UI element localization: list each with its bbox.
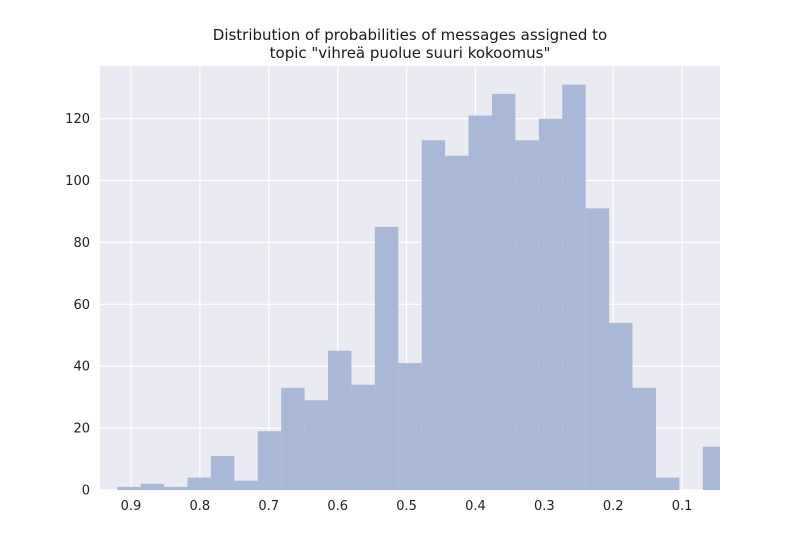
histogram-bar <box>257 431 282 490</box>
y-tick-label: 20 <box>73 422 90 437</box>
y-tick-label: 40 <box>73 360 90 375</box>
y-tick-label: 60 <box>73 298 90 313</box>
chart-title-line-1: Distribution of probabilities of message… <box>213 26 607 44</box>
histogram-bar <box>304 400 329 490</box>
histogram-bar <box>187 477 211 490</box>
histogram-bar <box>398 363 422 490</box>
x-tick-label: 0.9 <box>121 499 142 514</box>
y-tick-label: 0 <box>82 484 90 499</box>
histogram-bar <box>140 483 165 490</box>
y-tick-label: 80 <box>73 236 90 251</box>
histogram-bar <box>117 486 141 490</box>
y-tick-label: 120 <box>65 112 90 127</box>
x-tick-label: 0.7 <box>258 499 279 514</box>
histogram-bar <box>281 387 305 490</box>
histogram-bar <box>702 446 720 490</box>
histogram-bar <box>234 480 258 490</box>
histogram-bar <box>328 350 352 490</box>
histogram-bar <box>632 387 656 490</box>
x-tick-label: 0.5 <box>396 499 417 514</box>
histogram-bar <box>210 455 235 490</box>
x-tick-label: 0.2 <box>603 499 624 514</box>
histogram-bar <box>491 93 516 491</box>
histogram-bar <box>374 226 399 490</box>
histogram-bar <box>562 84 586 491</box>
histogram-bar <box>515 140 539 490</box>
histogram-bar <box>609 322 633 490</box>
chart-title-line-2: topic "vihreä puolue suuri kokoomus" <box>270 44 551 62</box>
y-tick-label: 100 <box>65 174 90 189</box>
x-tick-label: 0.1 <box>672 499 693 514</box>
histogram-bar <box>351 384 375 490</box>
histogram-bar <box>445 155 469 490</box>
y-axis-ticks: 0 20 40 60 80 100 120 <box>65 112 90 498</box>
histogram-bar <box>468 115 492 490</box>
histogram-bar <box>655 477 680 490</box>
x-axis-ticks: 0.9 0.8 0.7 0.6 0.5 0.4 0.3 0.2 0.1 <box>121 499 693 514</box>
x-tick-label: 0.6 <box>327 499 348 514</box>
histogram-bar <box>538 118 563 491</box>
histogram-bar <box>164 486 188 490</box>
x-tick-label: 0.4 <box>465 499 486 514</box>
histogram-bar <box>585 208 610 490</box>
x-tick-label: 0.3 <box>534 499 555 514</box>
x-tick-label: 0.8 <box>190 499 211 514</box>
histogram-bar <box>421 140 446 490</box>
histogram-bars <box>117 84 720 491</box>
